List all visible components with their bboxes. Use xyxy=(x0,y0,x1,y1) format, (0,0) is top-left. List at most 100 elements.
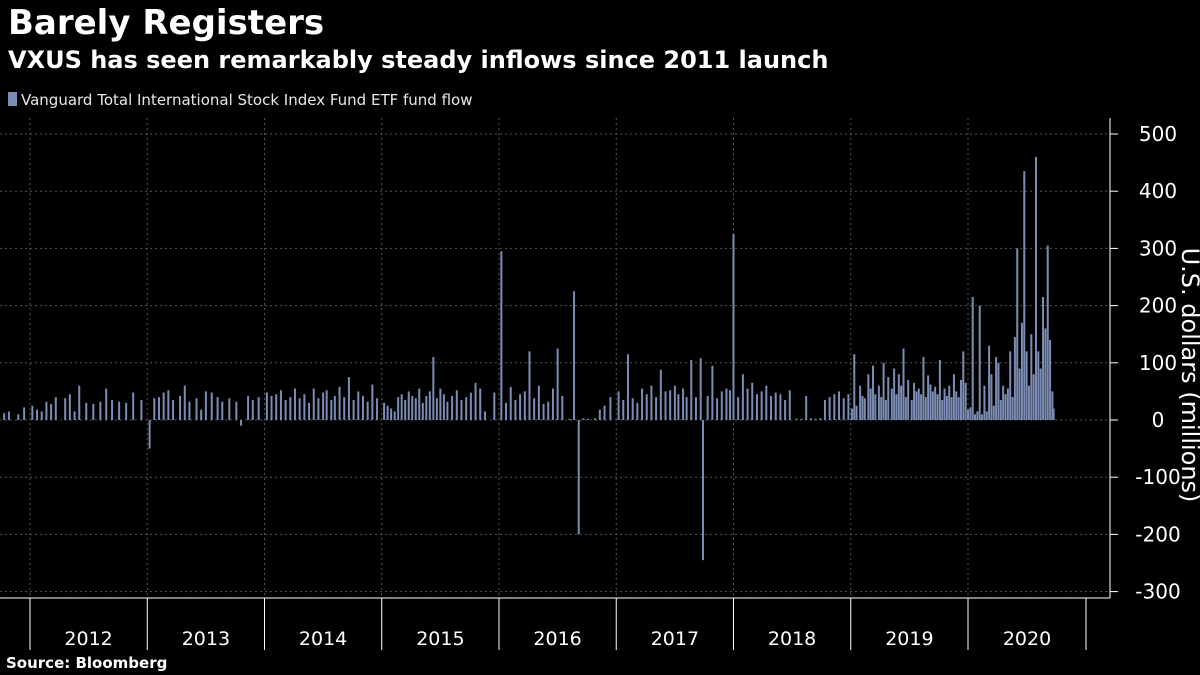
flow-bar xyxy=(941,399,944,420)
flow-bar xyxy=(284,399,287,420)
y-tick-label: 0 xyxy=(1152,408,1165,432)
flow-bar xyxy=(814,418,817,420)
flow-bar xyxy=(3,413,6,420)
flow-bar xyxy=(386,405,389,420)
flow-bar xyxy=(893,368,896,420)
axis-layer: 500 400 300 200 100 0 -100 -200 -300 2012 2013 2014… xyxy=(0,118,1181,650)
flow-bar xyxy=(655,397,658,420)
flow-bar xyxy=(451,395,454,420)
flow-bar xyxy=(869,388,872,420)
flow-bar xyxy=(842,398,845,420)
flow-bar xyxy=(1018,368,1021,420)
flow-bar xyxy=(755,394,758,420)
flow-bar xyxy=(950,397,953,420)
flow-bar xyxy=(1046,245,1049,420)
flow-bar xyxy=(275,394,278,420)
flow-bar xyxy=(962,351,965,420)
flow-bar xyxy=(45,401,48,420)
flow-bar xyxy=(73,411,76,420)
flow-bar xyxy=(997,362,1000,420)
flow-bar xyxy=(770,395,773,420)
flow-bar xyxy=(1044,328,1047,420)
flow-bar xyxy=(99,401,102,420)
flow-bar xyxy=(68,394,71,420)
flow-bar xyxy=(924,397,927,420)
flow-bar xyxy=(945,395,948,420)
flow-bar xyxy=(788,390,791,420)
flow-bar xyxy=(421,402,424,420)
flow-bar xyxy=(308,402,311,420)
flow-bar xyxy=(677,394,680,420)
flow-bar xyxy=(760,391,763,420)
y-axis-label: U.S. dollars (millions) xyxy=(1176,248,1200,503)
flow-bar xyxy=(887,377,890,420)
flow-bar xyxy=(913,382,916,420)
flow-bar xyxy=(428,391,431,420)
flow-bar xyxy=(952,374,955,420)
x-tick-label: 2019 xyxy=(885,628,933,650)
flow-bar xyxy=(929,384,932,420)
flow-bar xyxy=(872,365,875,420)
flow-bar xyxy=(669,390,672,420)
flow-bar xyxy=(439,388,442,420)
flow-bar xyxy=(938,359,941,420)
flow-bar xyxy=(728,390,731,420)
flow-bar xyxy=(573,291,576,420)
y-tick-label: 100 xyxy=(1139,351,1177,375)
flow-bar xyxy=(725,388,728,420)
flow-bar xyxy=(514,399,517,420)
flow-bar xyxy=(699,358,702,420)
flow-bar xyxy=(40,411,43,420)
flow-bar xyxy=(366,401,369,420)
flow-bar xyxy=(361,395,364,420)
flow-bar xyxy=(118,401,121,420)
flow-bar xyxy=(774,392,777,420)
flow-bar xyxy=(859,385,862,420)
flow-bar xyxy=(157,397,160,420)
flow-bar xyxy=(853,354,856,420)
flow-bar xyxy=(1025,351,1028,420)
flow-bar xyxy=(270,395,273,420)
grid-layer xyxy=(0,118,1110,598)
flow-bar xyxy=(371,384,374,420)
flow-bar xyxy=(132,392,135,420)
flow-bar xyxy=(833,394,836,420)
flow-bar xyxy=(976,411,979,420)
flow-bar xyxy=(957,397,960,420)
flow-bar xyxy=(880,397,883,420)
flow-bar xyxy=(622,399,625,420)
flow-bar xyxy=(404,399,407,420)
flow-bar xyxy=(1042,297,1045,420)
flow-bar xyxy=(411,395,414,420)
flow-bar xyxy=(352,399,355,420)
flow-bar xyxy=(393,411,396,420)
flow-bar xyxy=(702,420,705,561)
flow-bar xyxy=(716,398,719,420)
flow-bar xyxy=(645,394,648,420)
flow-bar xyxy=(917,388,920,420)
flow-bar xyxy=(111,399,114,420)
flow-bar xyxy=(1052,408,1055,420)
flow-bar xyxy=(631,398,634,420)
flow-bar xyxy=(1020,322,1023,420)
flow-bar xyxy=(884,399,887,420)
flow-bar xyxy=(1004,394,1007,420)
flow-bar xyxy=(357,391,360,420)
flow-bar xyxy=(390,408,393,420)
flow-bar xyxy=(659,369,662,420)
flow-bar xyxy=(907,379,910,420)
flow-bar xyxy=(779,394,782,420)
flow-bar xyxy=(673,385,676,420)
flow-bar xyxy=(293,388,296,420)
flow-bar xyxy=(493,392,496,420)
x-tick-label: 2020 xyxy=(1003,628,1051,650)
flow-bar xyxy=(125,402,128,420)
flow-bar xyxy=(31,405,34,420)
y-tick-label: 400 xyxy=(1139,179,1177,203)
flow-bar xyxy=(347,377,350,420)
flow-bar xyxy=(460,399,463,420)
flow-bar xyxy=(969,407,972,420)
flow-bar xyxy=(948,385,951,420)
flow-bar xyxy=(204,391,207,420)
flow-bar xyxy=(400,394,403,420)
